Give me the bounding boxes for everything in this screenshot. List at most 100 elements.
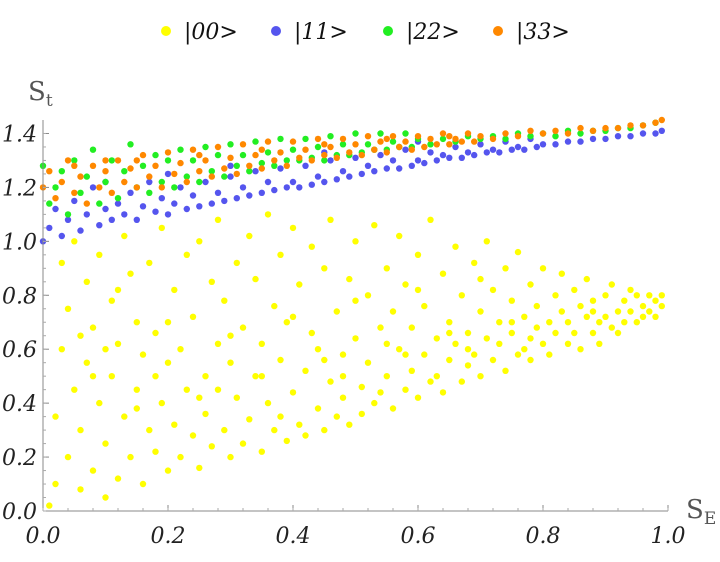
data-point [102,494,109,501]
data-point [277,356,284,364]
data-point [633,319,640,326]
data-point [239,141,247,148]
data-point [158,184,165,191]
data-point [52,195,59,202]
data-point [552,127,559,134]
data-point [389,308,397,315]
data-point [296,281,303,288]
data-point [308,329,315,337]
data-point [252,138,259,145]
x-tick-label: 0.0 [26,524,61,549]
data-point [102,205,109,213]
data-point [483,335,490,342]
data-point [439,270,447,277]
data-point [433,141,440,148]
legend-label: |22> [406,20,460,45]
data-point [152,162,159,169]
data-point [427,135,434,143]
data-point [452,135,459,143]
data-point [583,313,590,320]
data-point [277,251,284,258]
data-point [283,319,290,326]
data-point [414,133,422,140]
data-point [133,405,140,412]
data-point [402,130,409,137]
legend-label: |11> [294,20,348,45]
data-point [514,248,522,256]
data-point [458,138,465,145]
data-point [64,211,72,218]
data-point [83,211,91,218]
data-point [264,211,272,218]
data-point [339,351,347,358]
data-point [327,157,334,164]
data-point [546,319,553,326]
data-point [477,275,484,283]
data-point [108,189,116,196]
data-point [489,135,497,143]
data-point [321,356,328,364]
data-point [446,319,453,326]
data-point [458,292,465,299]
data-point [464,346,472,353]
data-point [427,378,434,385]
data-point [77,173,84,180]
data-point [46,200,53,207]
data-point [221,197,228,205]
data-point [127,141,134,148]
data-point [602,313,609,320]
data-point [627,286,634,294]
data-point [321,178,328,186]
data-point [414,394,422,401]
data-point [658,302,665,310]
data-point [358,170,365,178]
legend: |00> |11> |22> |33> [161,20,570,45]
data-point [233,162,240,169]
data-point [302,146,309,153]
data-point [152,208,159,215]
data-point [602,135,609,143]
data-point [414,157,422,164]
data-point [439,135,447,143]
data-point [483,238,490,245]
data-point [614,124,622,132]
data-point [96,251,103,258]
data-point [196,394,203,401]
data-point [314,143,322,151]
data-point [346,421,353,428]
ticks: 0.0 0.2 0.4 0.6 0.8 1.0 0.0 0.2 0.4 0.6 0.8 1.0 1.2 1… [2,122,686,549]
y-tick-label: 1.4 [2,122,37,147]
data-point [321,151,328,159]
data-point [533,143,540,151]
data-point [102,440,109,447]
data-point [564,340,572,347]
data-point [289,138,297,145]
data-point [371,168,378,175]
data-point [458,378,465,385]
data-point [408,146,415,153]
data-point [89,146,97,153]
data-point [202,373,209,380]
data-point [333,176,340,183]
data-point [552,292,559,299]
data-point [271,426,278,434]
legend-label: |33> [516,20,570,45]
data-point [408,162,415,169]
data-point [133,157,140,164]
data-point [514,351,522,358]
data-point [614,133,622,140]
data-point [477,141,484,148]
data-point [289,146,297,153]
x-tick-label: 0.4 [276,524,311,549]
data-point [564,130,572,137]
data-point [521,346,528,353]
data-points [39,116,665,509]
data-point [558,308,565,315]
data-point [364,133,372,140]
data-point [452,243,459,250]
data-point [108,216,116,223]
data-point [64,453,72,461]
data-point [271,186,278,194]
data-point [171,184,178,191]
data-point [289,224,297,232]
